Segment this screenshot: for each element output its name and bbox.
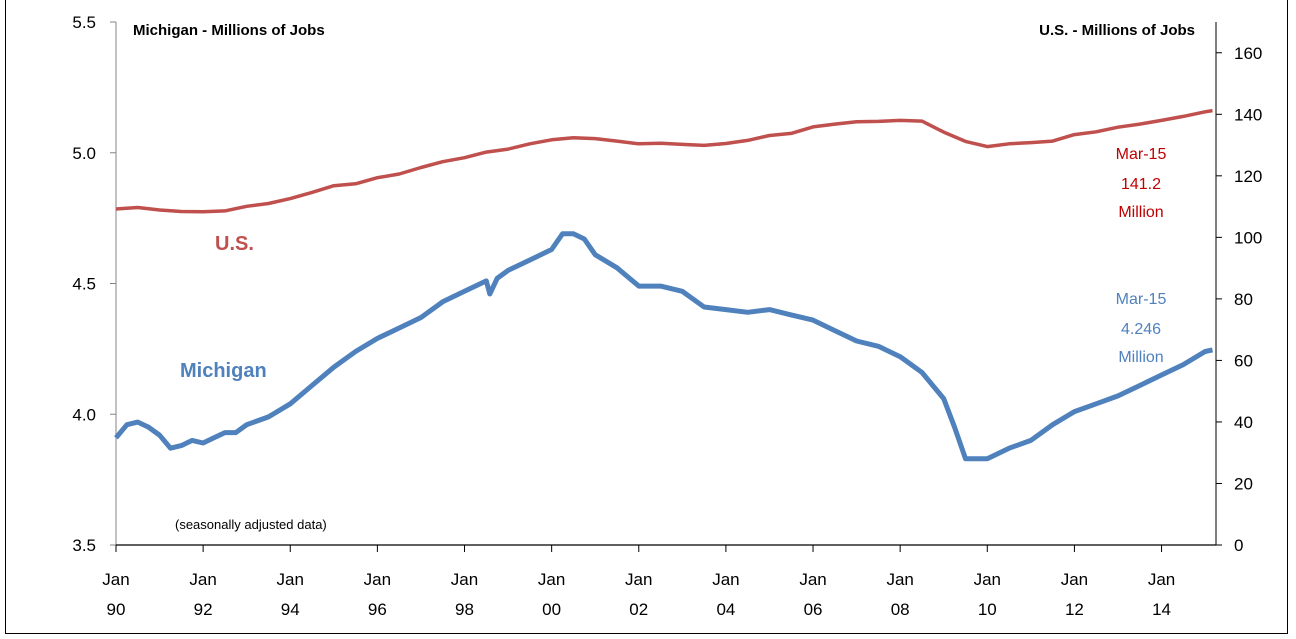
- right-y-tick-label: 80: [1234, 290, 1253, 309]
- us-annotation-unit: Million: [1118, 204, 1163, 221]
- x-tick-label-month: Jan: [886, 570, 913, 589]
- right-y-tick-label: 100: [1234, 228, 1262, 247]
- x-tick-label-year: 06: [804, 600, 823, 619]
- x-tick-label-year: 12: [1065, 600, 1084, 619]
- left-y-tick-label: 4.5: [72, 275, 96, 294]
- right-y-tick-label: 40: [1234, 413, 1253, 432]
- x-tick-label-month: Jan: [1148, 570, 1175, 589]
- us-series-label: U.S.: [215, 233, 254, 255]
- x-tick-label-year: 92: [194, 600, 213, 619]
- data-note: (seasonally adjusted data): [175, 517, 327, 532]
- us-annotation-value: 141.2: [1121, 176, 1161, 193]
- x-tick-label-month: Jan: [451, 570, 478, 589]
- x-tick-label-year: 00: [542, 600, 561, 619]
- x-tick-label-year: 08: [891, 600, 910, 619]
- x-tick-label-year: 10: [978, 600, 997, 619]
- us-series-line: [115, 108, 1213, 214]
- right-axis-title: U.S. - Millions of Jobs: [1039, 22, 1195, 39]
- x-tick-label-month: Jan: [538, 570, 565, 589]
- left-y-tick-label: 5.0: [72, 144, 96, 163]
- x-tick-label-month: Jan: [102, 570, 129, 589]
- right-y-ticks: 0 20 40 60 80 100 120 140 160: [1216, 44, 1262, 555]
- x-tick-label-month: Jan: [974, 570, 1001, 589]
- right-y-tick-label: 120: [1234, 167, 1262, 186]
- x-tick-label-month: Jan: [364, 570, 391, 589]
- x-tick-label-year: 94: [281, 600, 300, 619]
- left-y-tick-label: 5.5: [72, 13, 96, 32]
- us-annotation-date: Mar-15: [1116, 146, 1167, 163]
- x-tick-label-month: Jan: [1061, 570, 1088, 589]
- left-y-ticks: 3.5 4.0 4.5 5.0 5.5: [72, 13, 116, 555]
- left-y-tick-label: 3.5: [72, 536, 96, 555]
- x-tick-label-month: Jan: [799, 570, 826, 589]
- michigan-series-label: Michigan: [180, 360, 267, 382]
- right-y-tick-label: 140: [1234, 105, 1262, 124]
- x-tick-label-year: 04: [716, 600, 735, 619]
- right-y-tick-label: 0: [1234, 536, 1243, 555]
- x-tick-label-year: 02: [629, 600, 648, 619]
- x-tick-label-year: 90: [107, 600, 126, 619]
- michigan-annotation-date: Mar-15: [1116, 291, 1167, 308]
- michigan-annotation-value: 4.246: [1121, 321, 1161, 338]
- left-axis-title: Michigan - Millions of Jobs: [133, 22, 325, 39]
- x-tick-label-month: Jan: [625, 570, 652, 589]
- x-ticks: Jan 90 Jan 92 Jan 94 Jan 96 Jan 98 Jan 00 Jan 02 Jan 04…: [102, 545, 1175, 619]
- right-y-tick-label: 60: [1234, 351, 1253, 370]
- x-tick-label-month: Jan: [712, 570, 739, 589]
- right-y-tick-label: 20: [1234, 474, 1253, 493]
- michigan-series-line: [114, 231, 1214, 462]
- x-tick-label-month: Jan: [189, 570, 216, 589]
- x-tick-label-month: Jan: [277, 570, 304, 589]
- chart-frame: [5, 0, 1288, 634]
- x-tick-label-year: 14: [1152, 600, 1171, 619]
- left-y-tick-label: 4.0: [72, 405, 96, 424]
- x-tick-label-year: 96: [368, 600, 387, 619]
- right-y-tick-label: 160: [1234, 44, 1262, 63]
- x-tick-label-year: 98: [455, 600, 474, 619]
- michigan-annotation-unit: Million: [1118, 349, 1163, 366]
